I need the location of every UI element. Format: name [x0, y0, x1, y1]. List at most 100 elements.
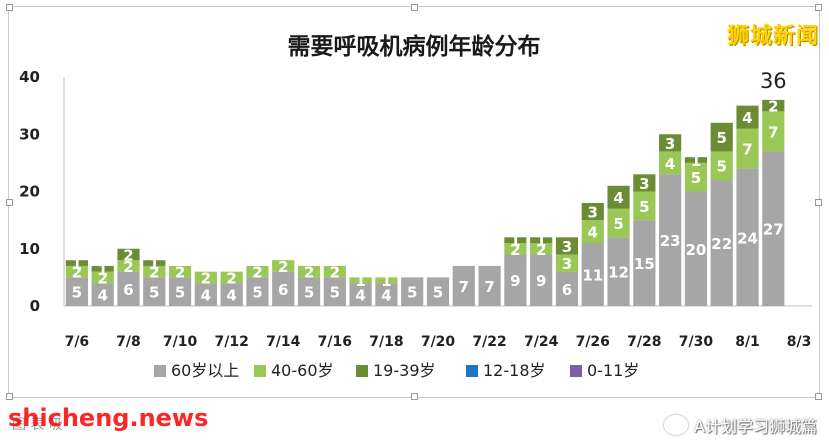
- bar-data-label: 4: [665, 155, 675, 173]
- legend-swatch: [254, 365, 266, 377]
- bar-data-label: 2: [304, 264, 314, 282]
- bar-data-label: 2: [768, 98, 778, 116]
- bar-data-label: 4: [201, 287, 211, 305]
- bar-segment: [504, 237, 527, 244]
- bar-segment: [530, 254, 553, 306]
- bar-segment: [530, 243, 553, 255]
- legend-swatch: [466, 365, 478, 377]
- bar-segment: [168, 277, 192, 306]
- bar-segment: [684, 157, 708, 163]
- bar-segment: [710, 180, 733, 306]
- bar-data-label: 2: [123, 258, 133, 276]
- bar-segment: [555, 254, 579, 272]
- bar-data-label: 3: [562, 238, 572, 256]
- bar-data-label: 5: [691, 169, 701, 187]
- bar-segment: [530, 237, 553, 244]
- wechat-icon: [664, 415, 689, 435]
- bar-data-label: 24: [737, 229, 758, 247]
- legend-label: 0-11岁: [587, 361, 639, 380]
- bar-data-label: 1: [510, 232, 520, 250]
- resize-handle-w[interactable]: [6, 199, 13, 206]
- x-tick-label: 8/1: [735, 334, 760, 350]
- bar-data-label: 7: [459, 278, 469, 296]
- bars-layer: [65, 99, 785, 306]
- y-tick-label: 30: [19, 125, 40, 143]
- bar-data-label: 3: [588, 204, 598, 222]
- resize-handle-sw[interactable]: [6, 393, 13, 400]
- bar-data-label: 5: [639, 198, 649, 216]
- bar-segment: [401, 277, 424, 306]
- bar-data-label: 22: [711, 235, 732, 253]
- bar-data-label: 15: [634, 255, 655, 273]
- bar-segment: [504, 254, 527, 306]
- bar-segment: [65, 277, 88, 306]
- bar-segment: [633, 174, 656, 192]
- bar-data-label: 2: [72, 264, 82, 282]
- bar-data-label: 4: [613, 189, 623, 207]
- source-caption: 图 表 吸: [12, 417, 63, 433]
- bar-data-label: 1: [149, 255, 159, 273]
- bar-data-label: 2: [226, 269, 236, 287]
- bar-segment: [607, 237, 630, 306]
- bar-data-label: 5: [175, 284, 185, 302]
- bar-data-label: 2: [510, 241, 520, 259]
- bar-segment: [375, 277, 398, 284]
- bar-data-label: 6: [278, 281, 288, 299]
- wechat-account[interactable]: A计划学习狮城篇: [664, 413, 817, 437]
- bar-segment: [194, 283, 217, 306]
- bar-data-label: 3: [562, 255, 572, 273]
- bar-data-label: 5: [149, 284, 159, 302]
- bar-data-label: 4: [97, 287, 107, 305]
- bar-segment: [375, 283, 398, 306]
- bar-segment: [710, 151, 733, 181]
- watermark: shicheng.news: [8, 404, 209, 432]
- bar-data-label: 2: [536, 241, 546, 259]
- resize-handle-nw[interactable]: [6, 4, 13, 11]
- bar-data-label: 6: [123, 281, 133, 299]
- x-tick-label: 7/16: [318, 334, 352, 350]
- bar-data-label: 4: [355, 287, 365, 305]
- total-annotation: 36: [760, 69, 787, 93]
- bar-data-label: 4: [226, 287, 236, 305]
- bar-data-label: 5: [72, 284, 82, 302]
- bar-segment: [555, 237, 579, 255]
- bar-segment: [117, 260, 140, 272]
- bar-segment: [710, 122, 733, 152]
- legend-label: 40-60岁: [271, 361, 334, 380]
- resize-handle-se[interactable]: [815, 393, 822, 400]
- bar-segment: [504, 243, 527, 255]
- chart-frame: [6, 4, 822, 400]
- legend-swatch: [570, 365, 582, 377]
- x-tick-label: 7/14: [266, 334, 301, 350]
- bar-segment: [297, 265, 321, 278]
- bar-segment: [684, 191, 708, 306]
- bar-segment: [246, 277, 269, 306]
- legend-label: 19-39岁: [373, 361, 436, 380]
- bar-segment: [736, 128, 759, 169]
- y-tick-label: 0: [30, 297, 40, 315]
- bar-data-label: 1: [97, 261, 107, 279]
- bar-data-label: 2: [97, 269, 107, 287]
- x-tick-label: 7/6: [65, 334, 90, 350]
- bar-segment: [117, 271, 140, 306]
- bar-segment: [168, 265, 192, 278]
- bar-data-label: 1: [381, 272, 391, 290]
- bar-data-label: 9: [536, 272, 546, 290]
- bar-segment: [65, 260, 88, 266]
- legend: 60岁以上 40-60岁 19-39岁 12-18岁 0-11岁: [154, 361, 639, 380]
- resize-handle-e[interactable]: [815, 199, 822, 206]
- x-tick-label: 7/20: [421, 334, 456, 350]
- bar-segment: [762, 111, 785, 152]
- resize-handle-ne[interactable]: [815, 4, 822, 11]
- bar-data-label: 3: [639, 175, 649, 193]
- resize-handle-n[interactable]: [411, 4, 418, 11]
- bar-segment: [91, 283, 114, 306]
- bar-segment: [426, 277, 450, 306]
- resize-handle-s[interactable]: [411, 393, 418, 400]
- bar-data-label: 2: [149, 264, 159, 282]
- y-tick-label: 10: [19, 240, 40, 258]
- bar-data-label: 5: [717, 158, 727, 176]
- bar-segment: [143, 277, 166, 306]
